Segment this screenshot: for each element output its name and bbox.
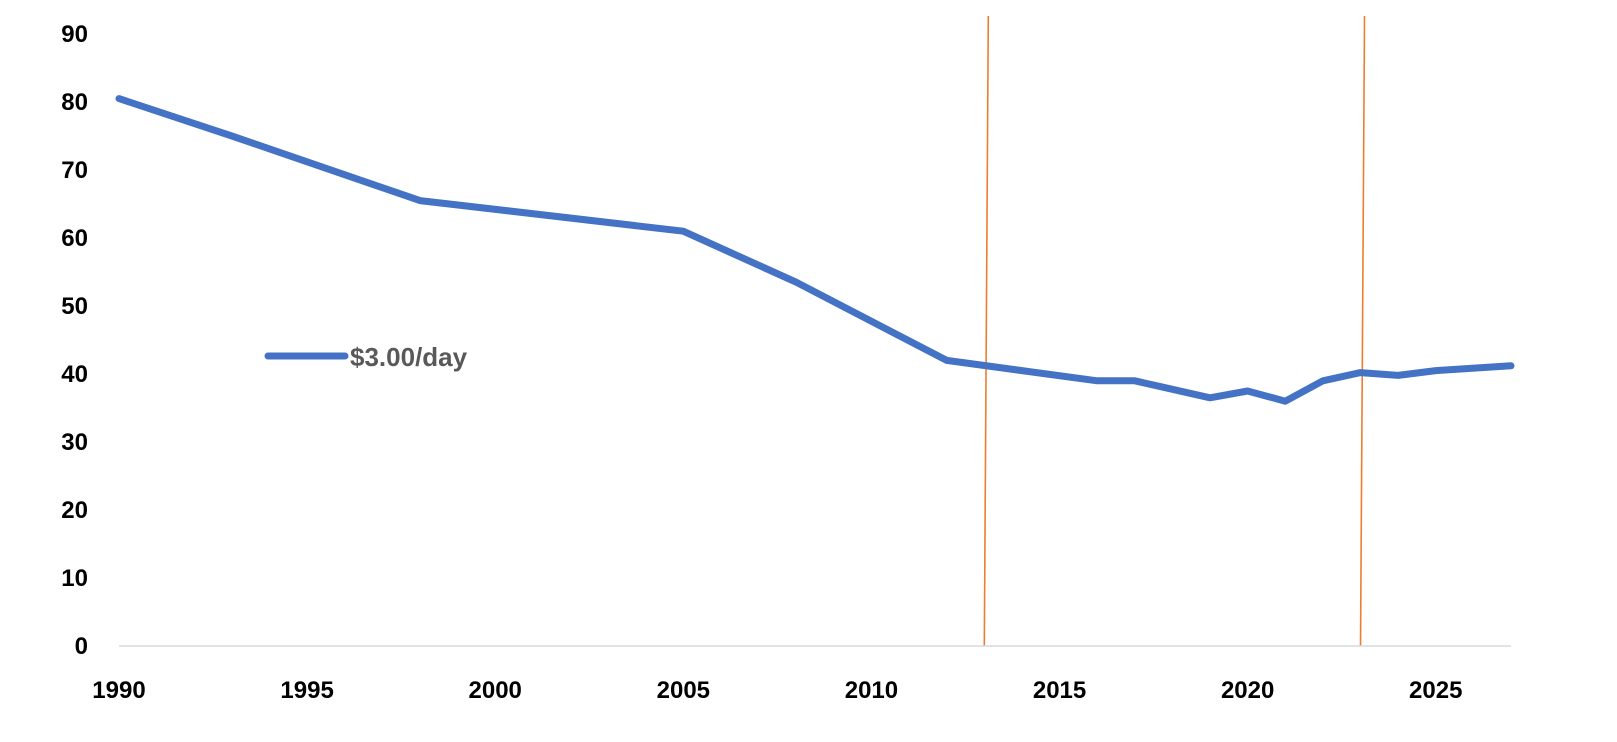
x-tick-label: 2010 xyxy=(845,677,898,704)
x-tick-label: 1995 xyxy=(280,677,333,704)
y-tick-label: 80 xyxy=(61,89,88,116)
reference-lines xyxy=(983,15,1366,647)
x-tick-label: 2020 xyxy=(1221,677,1274,704)
y-tick-label: 90 xyxy=(61,21,88,48)
series-lines xyxy=(115,95,1515,405)
reference-line-2 xyxy=(1359,15,1366,647)
y-tick-label: 50 xyxy=(61,293,88,320)
series-line-1 xyxy=(115,95,1515,405)
x-tick-label: 2000 xyxy=(469,677,522,704)
y-axis-tick-labels: 0 10 20 30 40 50 60 70 80 90 xyxy=(61,21,88,660)
legend-label: $3.00/day xyxy=(350,342,468,372)
y-tick-label: 60 xyxy=(61,225,88,252)
y-tick-label: 20 xyxy=(61,497,88,524)
y-tick-label: 40 xyxy=(61,361,88,388)
x-tick-label: 2025 xyxy=(1409,677,1462,704)
y-tick-label: 0 xyxy=(75,633,88,660)
y-tick-label: 10 xyxy=(61,565,88,592)
x-tick-label: 2015 xyxy=(1033,677,1086,704)
legend: $3.00/day xyxy=(264,342,468,372)
x-tick-label: 2005 xyxy=(657,677,710,704)
y-tick-label: 30 xyxy=(61,429,88,456)
y-tick-label: 70 xyxy=(61,157,88,184)
x-axis-tick-labels: 1990 1995 2000 2005 2010 2015 2020 2025 xyxy=(92,677,1462,704)
x-tick-label: 1990 xyxy=(92,677,145,704)
reference-line-1 xyxy=(983,15,990,647)
